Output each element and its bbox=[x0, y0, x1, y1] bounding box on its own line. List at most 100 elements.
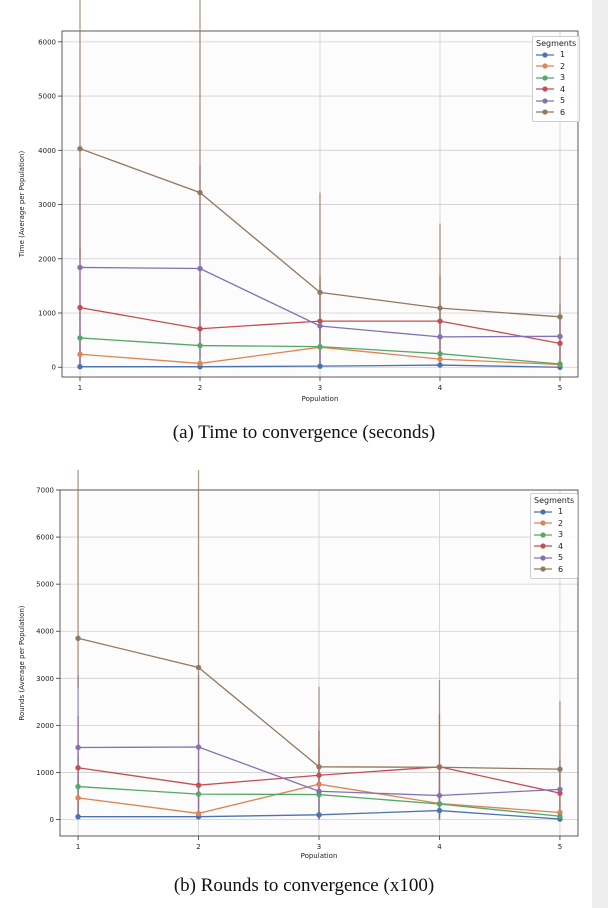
x-tick-label: 4 bbox=[437, 843, 442, 851]
data-point-series-1 bbox=[317, 363, 323, 369]
data-point-series-2 bbox=[316, 781, 322, 787]
data-point-series-5 bbox=[437, 334, 443, 340]
data-point-series-3 bbox=[195, 791, 202, 797]
x-tick-label: 2 bbox=[196, 843, 200, 851]
legend-title: Segments bbox=[534, 496, 575, 505]
data-point-series-4 bbox=[75, 765, 81, 771]
data-point-series-4 bbox=[195, 782, 202, 788]
x-tick-label: 5 bbox=[558, 384, 562, 392]
legend-label: 3 bbox=[560, 73, 566, 83]
legend-dot bbox=[540, 543, 546, 549]
data-point-series-6 bbox=[77, 145, 83, 152]
x-tick-label: 1 bbox=[76, 843, 80, 851]
x-tick-label: 1 bbox=[78, 384, 82, 392]
legend-dot bbox=[540, 555, 546, 561]
legend-dot bbox=[542, 109, 548, 115]
legend-label: 6 bbox=[558, 564, 564, 574]
legend-label: 5 bbox=[558, 553, 564, 563]
legend-label: 6 bbox=[560, 107, 566, 117]
y-tick-label: 7000 bbox=[36, 487, 54, 495]
chart-panel-rounds: 0 1000 2000 3000 4000 5000 6000 7000 1 2 3 4 5 Popula… bbox=[0, 470, 592, 908]
legend-marker-5 bbox=[534, 555, 552, 561]
data-point-series-2 bbox=[197, 360, 203, 367]
data-point-series-5 bbox=[195, 744, 202, 750]
legend-entry-1: 1 bbox=[534, 506, 574, 518]
legend-marker-2 bbox=[534, 520, 552, 526]
data-point-series-1 bbox=[75, 813, 81, 820]
legend-entry-4: 4 bbox=[534, 541, 574, 553]
legend-entry-3: 3 bbox=[534, 529, 574, 541]
legend-marker-1 bbox=[536, 52, 554, 58]
y-tick-label: 1000 bbox=[36, 769, 54, 777]
data-point-series-3 bbox=[197, 342, 203, 349]
x-tick-label: 4 bbox=[438, 384, 443, 392]
data-point-series-2 bbox=[195, 810, 202, 817]
legend-label: 2 bbox=[560, 61, 566, 71]
legend-entry-1: 1 bbox=[536, 49, 576, 61]
legend-marker-3 bbox=[534, 532, 552, 538]
legend-marker-6 bbox=[536, 109, 554, 115]
data-point-series-6 bbox=[317, 289, 323, 296]
legend-marker-5 bbox=[536, 98, 554, 104]
x-axis-label: Population bbox=[301, 852, 338, 860]
x-tick-label: 3 bbox=[318, 384, 322, 392]
side-strip bbox=[592, 0, 608, 908]
data-point-series-2 bbox=[75, 795, 81, 801]
data-point-series-3 bbox=[557, 813, 563, 819]
data-point-series-2 bbox=[77, 351, 83, 357]
legend-entry-2: 2 bbox=[536, 61, 576, 73]
data-point-series-6 bbox=[437, 305, 443, 311]
data-point-series-1 bbox=[436, 807, 443, 814]
data-point-series-5 bbox=[436, 792, 443, 799]
legend-label: 5 bbox=[560, 96, 566, 106]
y-tick-label: 3000 bbox=[36, 675, 54, 683]
data-point-series-5 bbox=[197, 265, 203, 272]
y-tick-label: 2000 bbox=[38, 255, 56, 263]
data-point-series-3 bbox=[317, 343, 323, 350]
legend-marker-1 bbox=[534, 509, 552, 515]
data-point-series-6 bbox=[316, 764, 322, 770]
y-tick-label: 1000 bbox=[38, 310, 56, 318]
legend-dot bbox=[540, 509, 546, 515]
legend-dot bbox=[542, 75, 548, 81]
y-tick-label: 6000 bbox=[38, 38, 56, 46]
data-point-series-6 bbox=[557, 766, 563, 772]
legend-marker-4 bbox=[534, 543, 552, 549]
legend-marker-3 bbox=[536, 75, 554, 81]
y-tick-label: 0 bbox=[50, 816, 54, 824]
data-point-series-6 bbox=[557, 314, 563, 320]
legend-marker-2 bbox=[536, 63, 554, 69]
y-tick-label: 4000 bbox=[38, 147, 56, 155]
caption-time: (a) Time to convergence (seconds) bbox=[172, 422, 436, 443]
data-point-series-3 bbox=[557, 361, 563, 367]
data-point-series-4 bbox=[437, 318, 443, 324]
x-tick-label: 2 bbox=[198, 384, 202, 392]
legend-dot bbox=[540, 566, 546, 572]
legend-entry-6: 6 bbox=[534, 564, 574, 576]
x-tick-label: 3 bbox=[317, 843, 321, 851]
y-tick-label: 0 bbox=[52, 364, 56, 372]
data-point-series-3 bbox=[77, 335, 83, 341]
legend-entry-2: 2 bbox=[534, 518, 574, 530]
legend-dot bbox=[540, 532, 546, 538]
y-axis-label: Time (Average per Population) bbox=[18, 151, 26, 259]
legend-entry-5: 5 bbox=[536, 95, 576, 107]
data-point-series-4 bbox=[77, 304, 83, 311]
legend-entry-5: 5 bbox=[534, 552, 574, 564]
data-point-series-3 bbox=[75, 783, 81, 790]
data-point-series-4 bbox=[557, 340, 563, 347]
data-point-series-5 bbox=[557, 333, 563, 340]
legend-label: 4 bbox=[560, 84, 566, 94]
x-tick-label: 5 bbox=[558, 843, 562, 851]
legend-marker-6 bbox=[534, 566, 552, 572]
data-point-series-1 bbox=[77, 363, 83, 370]
data-point-series-1 bbox=[316, 812, 322, 818]
y-tick-label: 4000 bbox=[36, 628, 54, 636]
y-tick-label: 3000 bbox=[38, 201, 56, 209]
